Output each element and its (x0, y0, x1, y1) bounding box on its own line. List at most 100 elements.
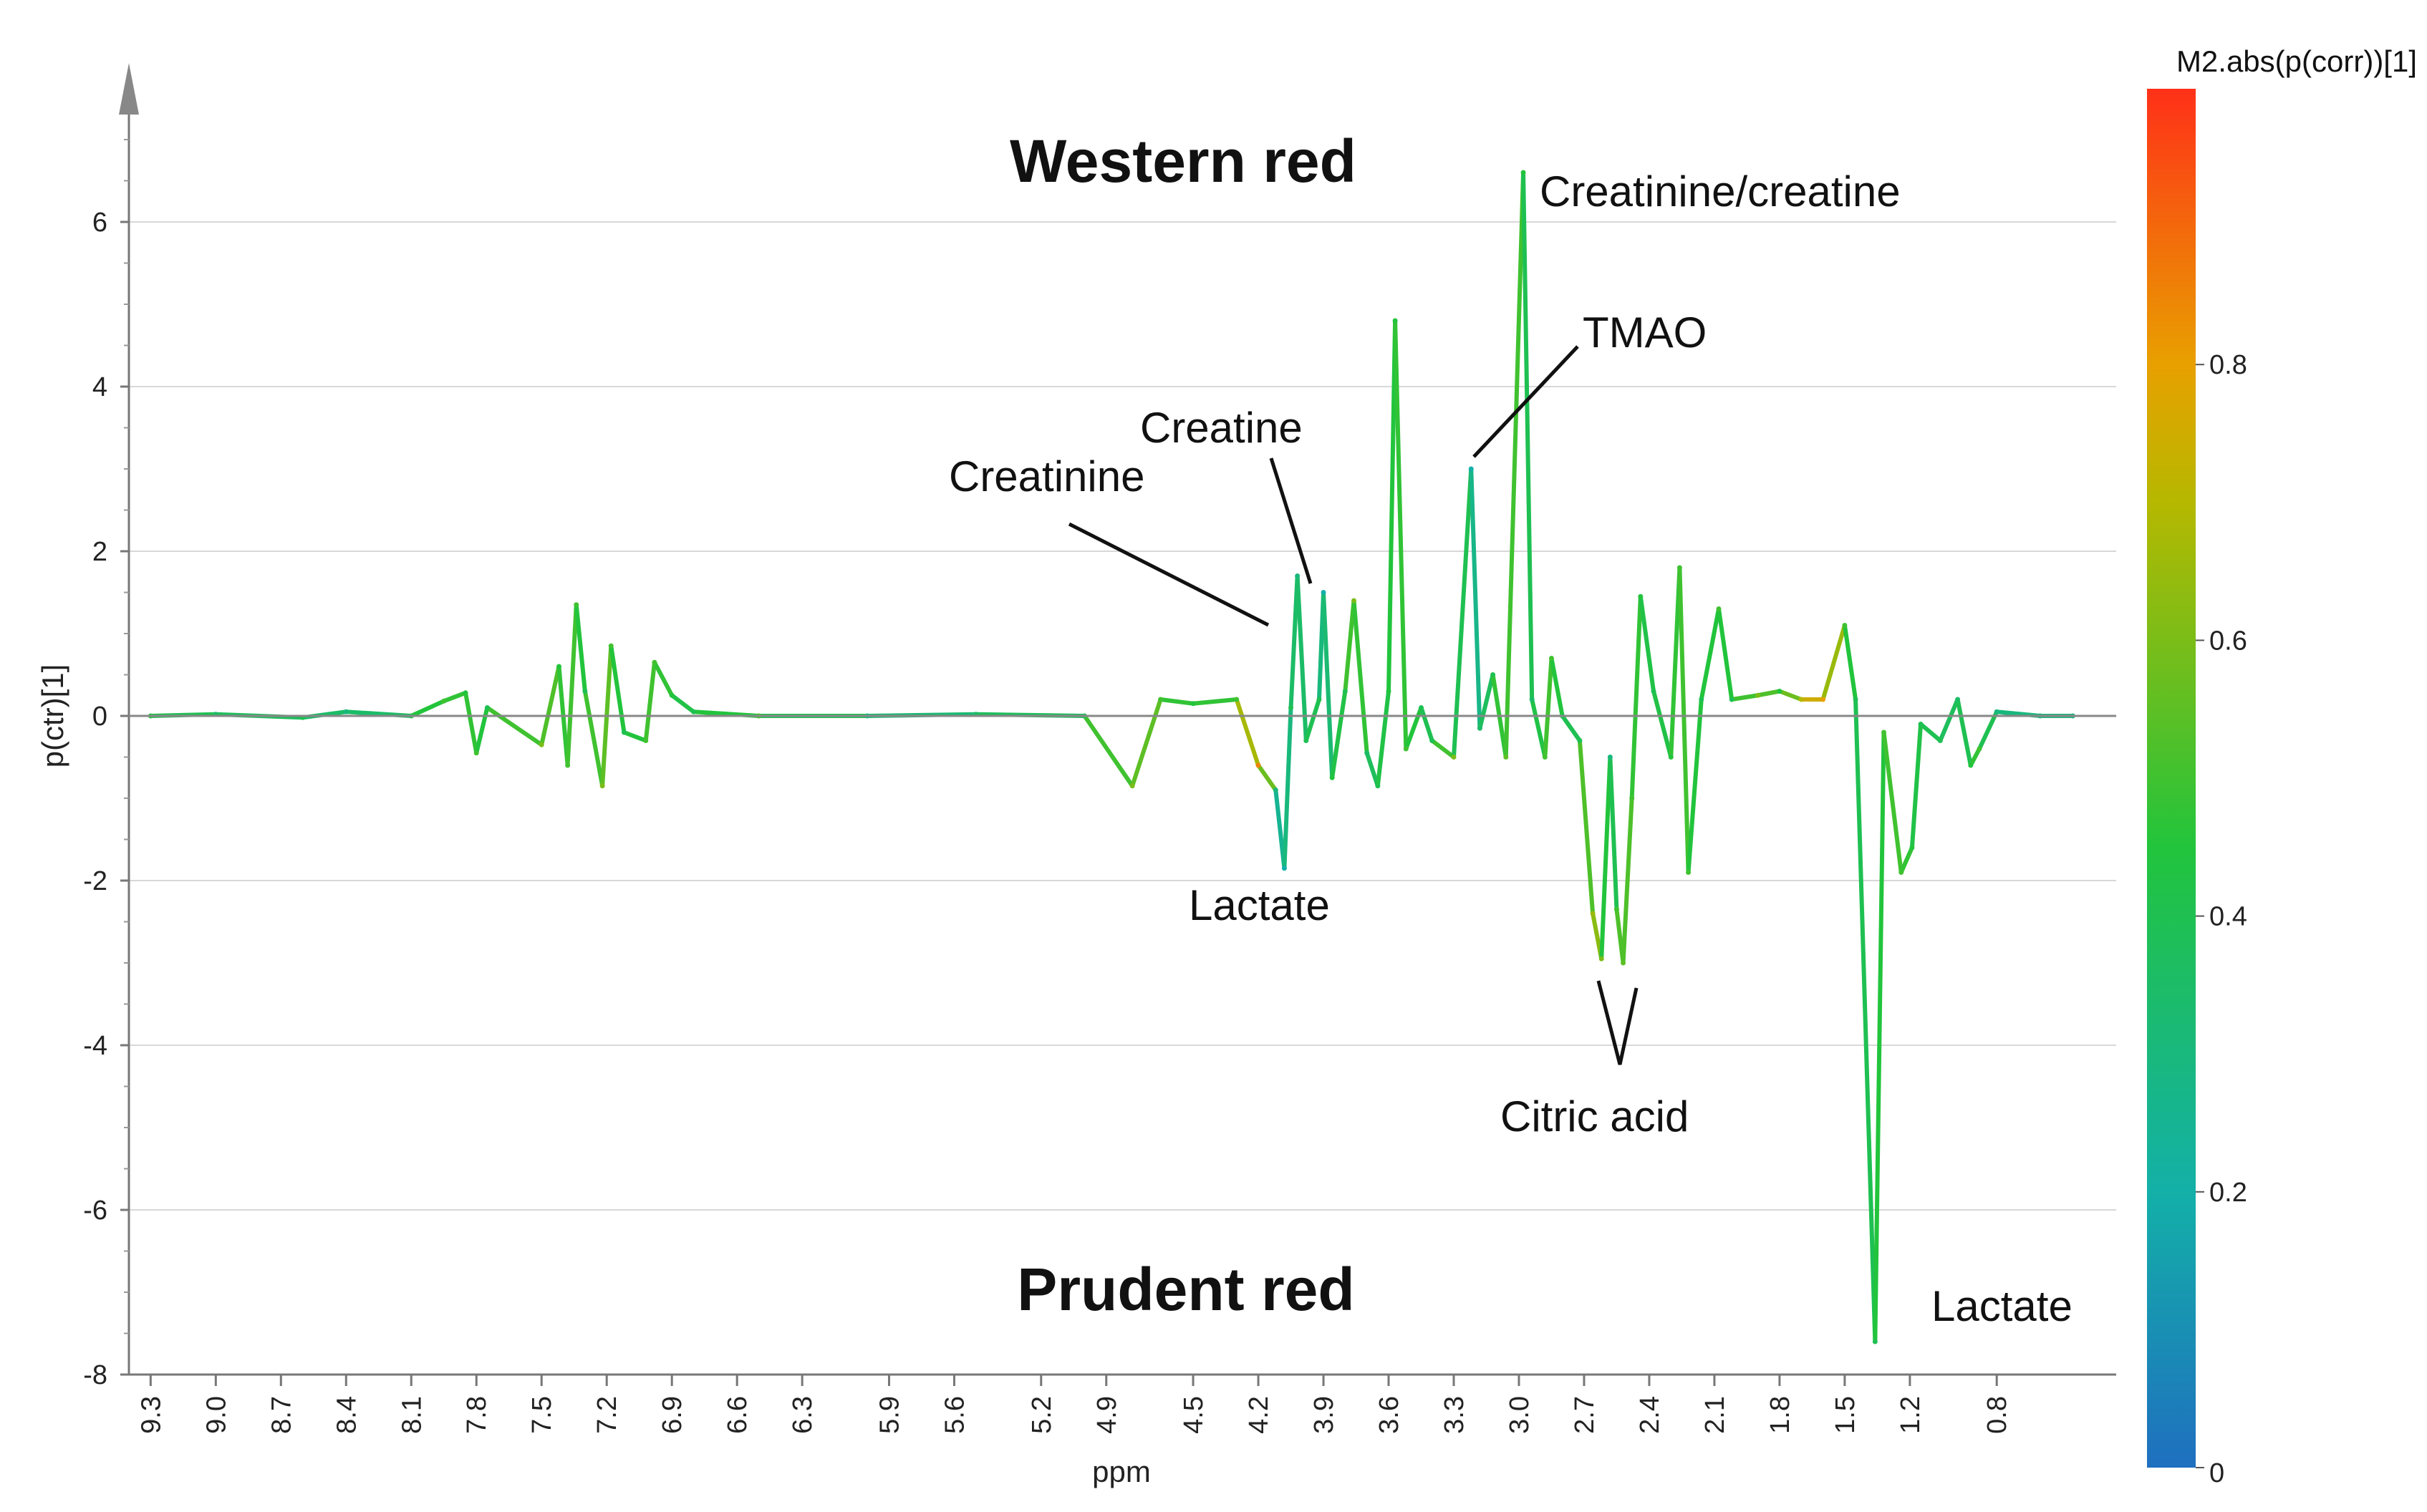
series-segment (1082, 714, 1135, 788)
y-axis-arrow (119, 63, 139, 115)
series-segment (670, 693, 696, 714)
x-tick-label: 3.3 (1439, 1396, 1470, 1434)
series-segment (1677, 566, 1691, 875)
series-segment (1393, 319, 1409, 751)
series-segment (1968, 747, 1982, 767)
x-tick-label: 6.9 (657, 1396, 687, 1434)
series-segment (1303, 697, 1321, 743)
data-point (1937, 738, 1943, 743)
y-tick-label: -8 (83, 1360, 107, 1390)
series-segment (1755, 689, 1782, 698)
series-segment (582, 689, 605, 788)
data-point (1255, 762, 1261, 768)
x-tick-label: 1.2 (1896, 1396, 1926, 1434)
data-point (1329, 775, 1335, 780)
data-point (484, 705, 490, 710)
x-tick-label: 0.8 (1982, 1396, 2012, 1434)
x-tick-label: 3.6 (1374, 1396, 1404, 1434)
series-segment (1521, 170, 1535, 702)
annotation-lactate-lower: Lactate (1931, 1282, 2073, 1330)
series-segment (1820, 623, 1847, 702)
data-point (1375, 783, 1381, 789)
data-point (1968, 762, 1974, 768)
series-segment (1364, 750, 1380, 788)
series-segment (1621, 796, 1634, 965)
data-point (621, 730, 627, 735)
data-point (1419, 705, 1424, 710)
series-segment (1282, 705, 1293, 871)
series-segment (1419, 705, 1434, 743)
series-segment (1530, 697, 1548, 760)
leader-citric-acid (1596, 980, 1639, 1065)
series-segment (463, 690, 479, 755)
data-point (582, 689, 588, 694)
annotation-lactate-upper: Lactate (1189, 881, 1330, 929)
x-tick-label: 1.5 (1830, 1396, 1861, 1434)
series-segment (1599, 755, 1613, 961)
series-segment (609, 644, 627, 735)
series-segment (539, 664, 561, 747)
data-point (1729, 697, 1734, 702)
series-segment (1853, 697, 1878, 1344)
data-point (1798, 697, 1804, 702)
x-tick-label: 8.4 (332, 1396, 362, 1434)
annotation-tmao: TMAO (1583, 309, 1707, 357)
series-layer (148, 170, 2075, 1344)
data-point (1234, 697, 1240, 702)
colorbar-ticks: 0 0.2 0.4 0.6 0.8 (2196, 350, 2247, 1488)
colorbar-tick-label: 0.8 (2209, 350, 2247, 380)
series-p-ctr-1-loadings (148, 170, 2075, 1344)
data-point (599, 783, 605, 789)
data-point (1853, 697, 1858, 702)
y-ticks: 6 4 2 0 -2 -4 -6 -8 (83, 139, 129, 1390)
data-point (1548, 656, 1554, 661)
data-point (669, 692, 675, 698)
series-segment (1909, 722, 1924, 850)
series-segment (1330, 689, 1348, 780)
series-segment (1651, 689, 1674, 760)
series-segment (485, 705, 544, 747)
series-segment (1452, 467, 1474, 760)
data-point (1281, 866, 1287, 871)
series-segment (1288, 573, 1300, 710)
series-segment (1543, 656, 1554, 760)
y-tick-label: 0 (92, 702, 107, 732)
data-point (1676, 565, 1682, 571)
series-segment (1777, 689, 1804, 702)
series-segment (1386, 319, 1398, 694)
data-point (1316, 697, 1322, 702)
series-segment (1699, 606, 1721, 702)
data-point (473, 750, 479, 756)
data-point (1881, 730, 1886, 735)
y-tick-label: -6 (83, 1196, 107, 1226)
series-segment (1158, 697, 1196, 706)
series-segment (1549, 656, 1565, 718)
series-segment (1919, 722, 1943, 743)
x-tick-label: 7.5 (527, 1396, 557, 1434)
group-label-top: Western red (1010, 127, 1356, 195)
data-point (1477, 725, 1482, 731)
series-segment (1295, 573, 1308, 743)
data-point (1918, 722, 1924, 727)
series-segment (1130, 697, 1163, 788)
data-point (1577, 738, 1583, 743)
x-tick-label: 3.9 (1309, 1396, 1339, 1434)
colorbar-tick-label: 0.2 (2209, 1178, 2247, 1208)
data-point (608, 643, 614, 649)
series-segment (1321, 590, 1335, 780)
series-segment (1404, 705, 1424, 751)
series-segment (1629, 594, 1643, 800)
series-segment (1256, 763, 1278, 793)
data-point (343, 709, 349, 714)
data-point (1529, 697, 1535, 702)
series-segment (1608, 755, 1619, 912)
data-point (1842, 623, 1848, 628)
x-tick-label: 3.0 (1505, 1396, 1535, 1434)
data-point (1342, 689, 1348, 694)
data-point (1668, 755, 1674, 760)
series-segment (1842, 623, 1858, 702)
series-segment (1375, 689, 1391, 788)
annotation-creatinine: Creatinine (949, 452, 1145, 500)
data-point (1429, 738, 1435, 743)
data-point (565, 762, 571, 768)
